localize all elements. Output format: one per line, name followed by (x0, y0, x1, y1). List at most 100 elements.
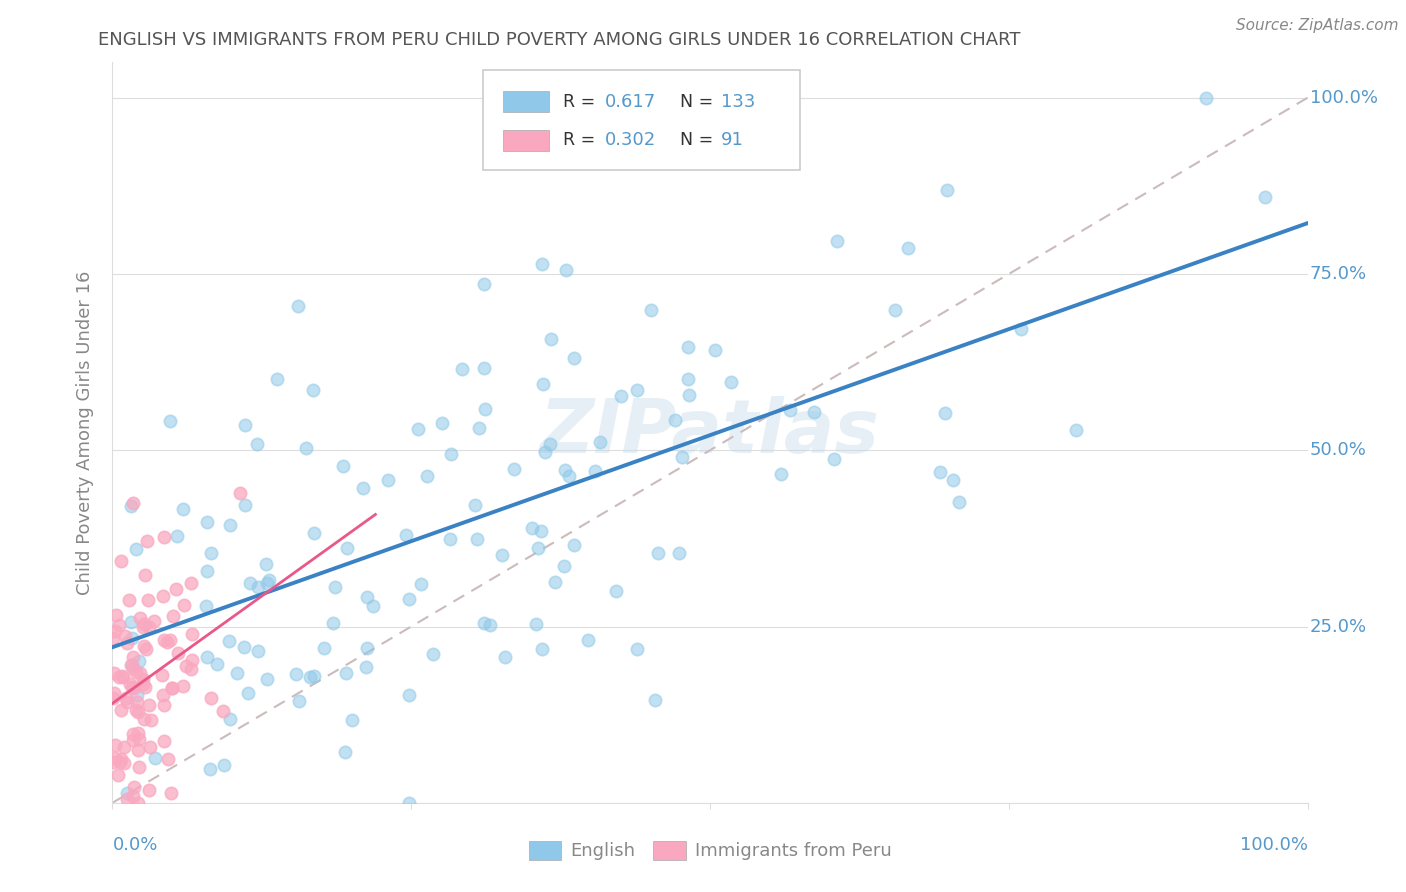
Point (143, 751, 166, 765)
Point (540, 332, 562, 346)
Point (605, 584, 627, 599)
Point (121, 733, 143, 747)
Point (181, 653, 204, 667)
Point (247, 580, 270, 594)
Point (138, 698, 160, 712)
Point (256, 576, 278, 591)
Point (502, 462, 524, 476)
Point (212, 758, 235, 772)
Point (228, 485, 250, 500)
Point (160, 787, 183, 801)
Point (464, 498, 486, 512)
Point (494, 650, 516, 665)
Point (1254, 190, 1277, 204)
Point (129, 611, 152, 625)
Point (122, 650, 145, 665)
Point (664, 413, 686, 427)
Point (218, 633, 240, 648)
Point (127, 705, 149, 719)
Text: R =: R = (562, 131, 600, 149)
Point (676, 372, 699, 386)
Point (117, 792, 139, 806)
Point (440, 446, 463, 460)
Point (720, 375, 742, 389)
Point (122, 496, 145, 510)
Point (544, 574, 567, 589)
Point (125, 665, 148, 680)
Point (121, 658, 143, 673)
Point (101, 755, 124, 769)
Point (134, 567, 156, 582)
Point (335, 665, 357, 680)
Point (125, 542, 148, 557)
Point (132, 620, 155, 634)
Point (295, 441, 318, 455)
Point (132, 639, 155, 653)
Point (564, 538, 586, 552)
Point (225, 666, 247, 681)
Point (398, 591, 420, 606)
Point (823, 452, 845, 467)
Point (104, 751, 127, 765)
Point (942, 474, 965, 488)
Point (156, 635, 179, 649)
Point (479, 618, 502, 632)
Point (218, 517, 240, 532)
Point (115, 636, 138, 650)
Point (704, 343, 727, 357)
Point (118, 592, 141, 607)
Point (127, 742, 149, 756)
Point (176, 659, 198, 673)
Text: Source: ZipAtlas.com: Source: ZipAtlas.com (1236, 18, 1399, 33)
Point (122, 726, 145, 740)
Point (527, 541, 550, 556)
Point (576, 632, 599, 647)
Point (173, 599, 195, 613)
Point (120, 657, 142, 672)
Point (127, 726, 149, 740)
Text: 91: 91 (721, 131, 744, 149)
Point (108, 670, 131, 684)
Point (200, 690, 222, 705)
Point (408, 422, 430, 436)
Point (398, 688, 420, 702)
Point (103, 666, 125, 681)
Point (322, 615, 344, 630)
Point (465, 532, 488, 546)
Point (530, 524, 553, 538)
Point (112, 739, 135, 754)
Point (107, 618, 129, 632)
Point (352, 481, 374, 495)
Point (474, 402, 496, 417)
Point (356, 590, 378, 604)
Point (142, 615, 165, 629)
Point (610, 389, 633, 403)
Point (1195, 91, 1218, 105)
Point (104, 608, 127, 623)
Point (554, 462, 576, 476)
Point (377, 473, 399, 487)
Point (103, 685, 125, 699)
Point (159, 633, 181, 648)
Point (398, 796, 420, 810)
Point (472, 277, 495, 291)
Point (132, 712, 155, 726)
Point (647, 546, 669, 560)
Text: ENGLISH VS IMMIGRANTS FROM PERU CHILD POVERTY AMONG GIRLS UNDER 16 CORRELATION C: ENGLISH VS IMMIGRANTS FROM PERU CHILD PO… (98, 31, 1021, 49)
Point (127, 688, 149, 702)
Point (287, 693, 309, 707)
Point (472, 616, 495, 631)
Point (114, 629, 136, 643)
Point (110, 554, 132, 568)
Point (935, 183, 957, 197)
Text: 25.0%: 25.0% (1310, 617, 1367, 635)
Point (156, 752, 179, 766)
Point (678, 388, 700, 402)
Point (769, 467, 792, 482)
Point (233, 498, 256, 512)
Point (530, 257, 553, 271)
Point (110, 755, 132, 769)
Point (153, 698, 176, 712)
Point (138, 783, 160, 797)
Point (520, 521, 543, 535)
